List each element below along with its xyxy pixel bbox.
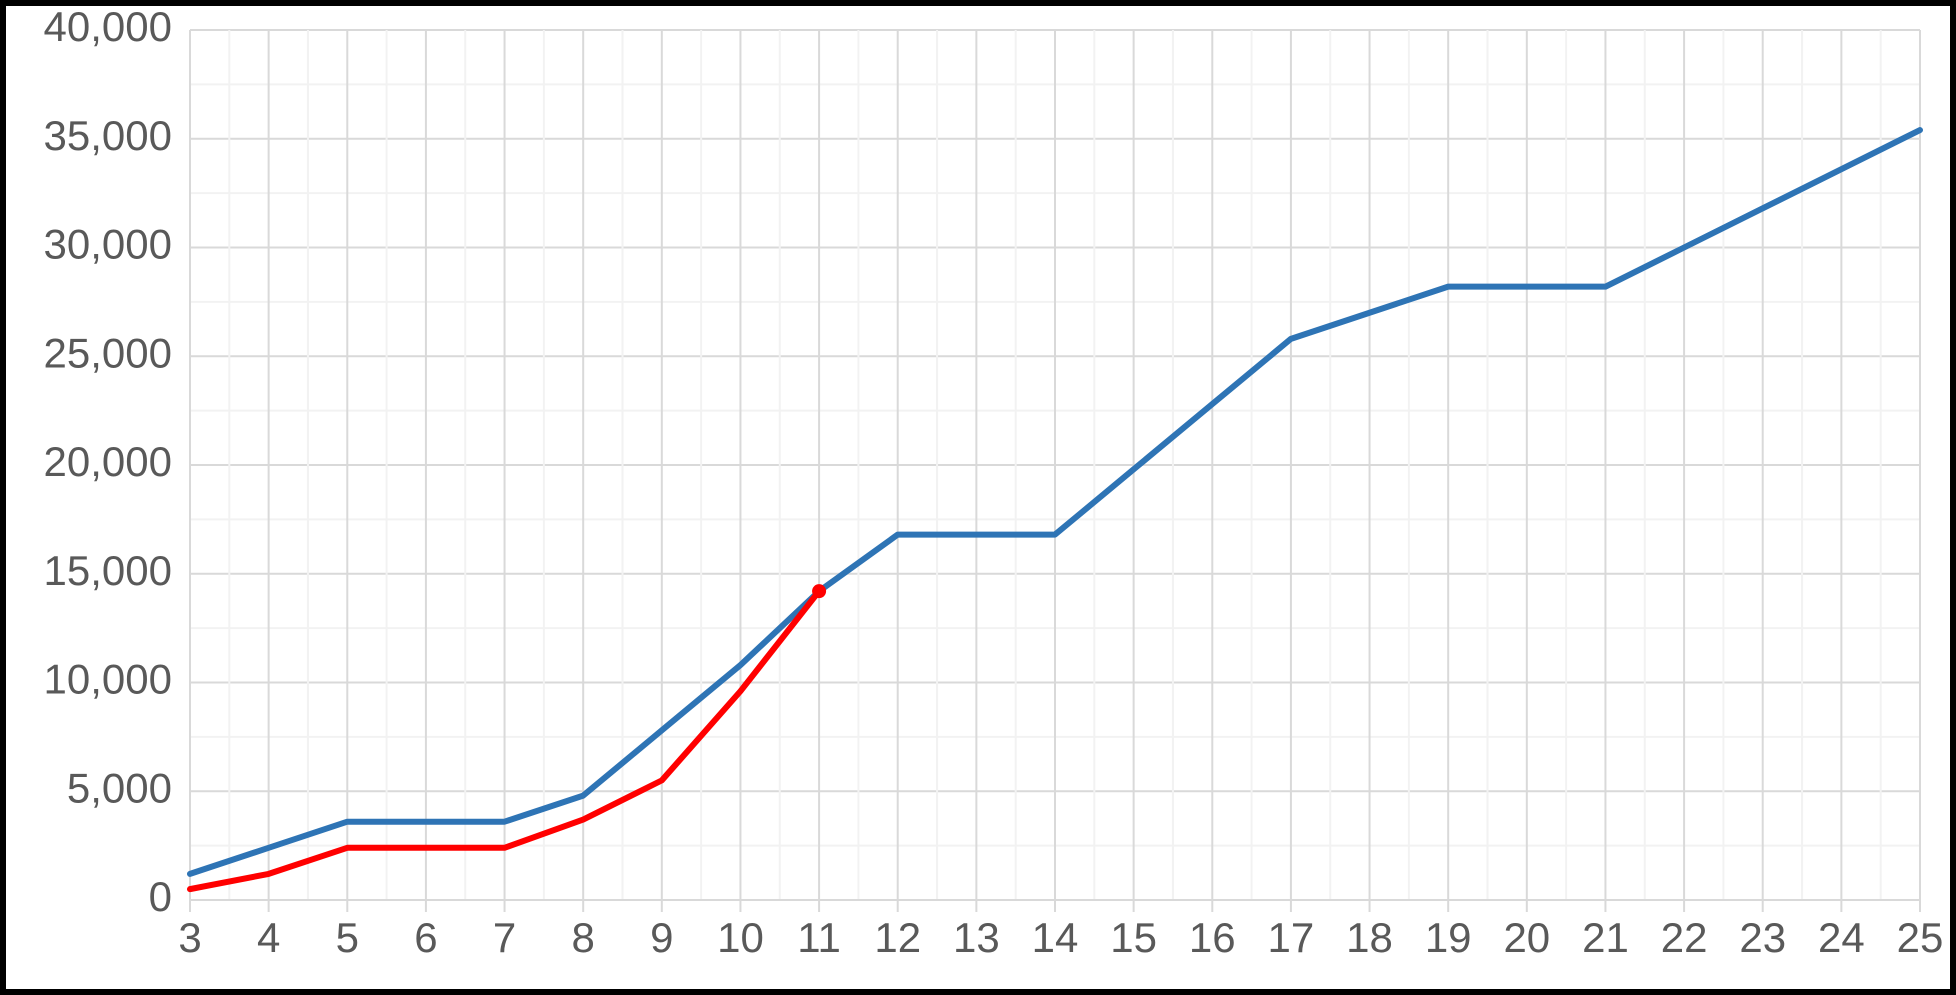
y-tick-label: 10,000 bbox=[44, 656, 172, 703]
x-tick-label: 19 bbox=[1425, 914, 1472, 961]
x-tick-label: 20 bbox=[1503, 914, 1550, 961]
y-tick-label: 30,000 bbox=[44, 221, 172, 268]
y-tick-label: 40,000 bbox=[44, 3, 172, 50]
x-tick-label: 10 bbox=[717, 914, 764, 961]
chart-svg: 0 5,000 10,000 15,000 20,000 25,000 30,000 35,0… bbox=[0, 0, 1956, 995]
line-chart: 0 5,000 10,000 15,000 20,000 25,000 30,000 35,0… bbox=[0, 0, 1956, 995]
x-tick-label: 5 bbox=[336, 914, 359, 961]
x-tick-label: 8 bbox=[572, 914, 595, 961]
x-tick-label: 23 bbox=[1739, 914, 1786, 961]
x-tick-label: 11 bbox=[797, 914, 841, 961]
series-red-end-marker bbox=[812, 584, 826, 598]
x-tick-label: 12 bbox=[874, 914, 921, 961]
y-tick-label: 35,000 bbox=[44, 112, 172, 159]
x-tick-label: 15 bbox=[1110, 914, 1157, 961]
x-tick-label: 16 bbox=[1189, 914, 1236, 961]
y-tick-label: 0 bbox=[149, 873, 172, 920]
y-tick-label: 20,000 bbox=[44, 438, 172, 485]
x-tick-label: 4 bbox=[257, 914, 280, 961]
x-tick-label: 25 bbox=[1897, 914, 1944, 961]
x-tick-label: 24 bbox=[1818, 914, 1865, 961]
x-tick-label: 17 bbox=[1268, 914, 1315, 961]
x-tick-label: 6 bbox=[414, 914, 437, 961]
x-tick-label: 9 bbox=[650, 914, 673, 961]
x-tick-label: 13 bbox=[953, 914, 1000, 961]
x-tick-label: 18 bbox=[1346, 914, 1393, 961]
y-tick-label: 15,000 bbox=[44, 547, 172, 594]
x-tick-label: 14 bbox=[1032, 914, 1079, 961]
x-tick-label: 7 bbox=[493, 914, 516, 961]
x-tick-label: 21 bbox=[1582, 914, 1629, 961]
x-tick-label: 22 bbox=[1661, 914, 1708, 961]
y-tick-label: 5,000 bbox=[67, 764, 172, 811]
x-tick-label: 3 bbox=[178, 914, 201, 961]
y-tick-label: 25,000 bbox=[44, 329, 172, 376]
